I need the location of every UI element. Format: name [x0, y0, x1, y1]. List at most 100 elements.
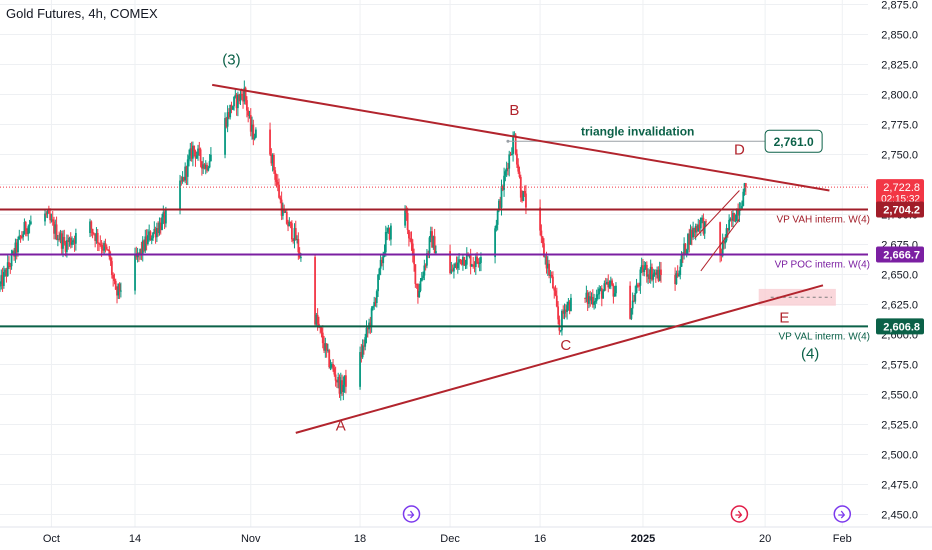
candle-body [454, 263, 457, 268]
candle-body [541, 236, 544, 244]
candle-body [320, 328, 323, 333]
candle-body [226, 112, 229, 127]
candle-body [157, 228, 160, 233]
candle-body [203, 164, 206, 169]
candle-body [553, 288, 556, 291]
price-axis-bg [872, 0, 932, 550]
candle-body [698, 224, 701, 229]
candle-body [522, 191, 525, 201]
candle-body [548, 263, 550, 276]
candle-body [119, 290, 122, 292]
candle-body [62, 237, 64, 249]
candle-body [96, 232, 99, 244]
candle-body [164, 210, 167, 224]
trendlines [212, 83, 830, 434]
candle-body [366, 327, 369, 330]
candle-body [107, 249, 109, 251]
candle-body [472, 264, 475, 266]
candle-body [566, 305, 568, 312]
candle-body [240, 93, 243, 96]
candle-body [188, 155, 190, 160]
candle-body [224, 118, 226, 155]
candle-body [599, 288, 602, 290]
candle-body [411, 243, 414, 256]
candle-body [245, 100, 248, 111]
candle-body [225, 118, 228, 127]
candle-body [2, 271, 5, 286]
candle-body [465, 254, 468, 265]
candle-body [453, 267, 455, 272]
candle-body [636, 284, 639, 286]
candle-body [254, 129, 257, 138]
candle-body [390, 225, 392, 240]
candle-body [279, 197, 282, 200]
candle-body [589, 296, 592, 301]
candle-body [432, 236, 435, 248]
candle-body [204, 164, 207, 169]
candle-body [405, 210, 408, 213]
candle-body [606, 281, 608, 284]
candle-body [414, 264, 417, 284]
candle-body [733, 213, 736, 222]
candle-body [692, 228, 695, 238]
candle-body [469, 255, 472, 267]
candle-body [431, 231, 433, 248]
candle-body [29, 221, 32, 225]
candle-body [633, 300, 635, 302]
candle-body [701, 217, 704, 219]
candle-body [501, 186, 504, 190]
candle-body [152, 232, 154, 239]
candle-body [193, 145, 196, 151]
candle-body [586, 292, 589, 304]
candle-body [293, 228, 296, 241]
trendline-upper [212, 83, 830, 192]
candle-body [0, 275, 3, 284]
candle-body [525, 193, 527, 208]
candle-body [67, 240, 70, 242]
candle-body [480, 257, 482, 263]
candle-body [248, 115, 251, 117]
candle-body [519, 176, 522, 198]
vp-level-label: VP VAL interm. W(4) [778, 331, 870, 342]
candle-body [269, 129, 271, 155]
candle-body [181, 177, 184, 182]
candle-body [233, 96, 235, 107]
candle-body [99, 243, 102, 245]
candle-body [292, 239, 295, 241]
candle-body [360, 352, 363, 358]
candle-body [17, 239, 19, 253]
wave-label: B [509, 102, 519, 119]
candle-body [63, 237, 66, 243]
candle-body [44, 213, 46, 222]
candle-body [149, 231, 152, 241]
candle-body [429, 231, 432, 238]
candle-body [591, 296, 594, 305]
candle-body [55, 224, 58, 240]
candle-body [744, 183, 747, 188]
price-tick-label: 2,500.0 [881, 450, 918, 462]
candle-body [6, 262, 9, 276]
candle-body [280, 199, 283, 216]
price-tick-label: 2,525.0 [881, 420, 918, 432]
candle-body [315, 314, 318, 325]
invalidation: triangle invalidation 2,761.0 [506, 124, 823, 153]
level-price-tag [876, 318, 924, 335]
candle-body [462, 256, 464, 265]
candle-body [159, 222, 162, 230]
candle-body [184, 166, 187, 181]
candle-body [684, 243, 687, 254]
last-price-label: 2,722.8 [883, 182, 920, 194]
candle-body [428, 237, 431, 254]
candle-body [289, 221, 292, 224]
candle-body [509, 154, 512, 156]
candle-body [373, 301, 376, 307]
candle-body [199, 149, 202, 162]
candle-body [284, 211, 287, 213]
candle-body [374, 301, 377, 304]
candle-body [345, 375, 347, 387]
candle-body [651, 266, 653, 280]
candle-body [562, 310, 565, 314]
event-icon [833, 505, 852, 523]
candle-body [540, 230, 543, 237]
